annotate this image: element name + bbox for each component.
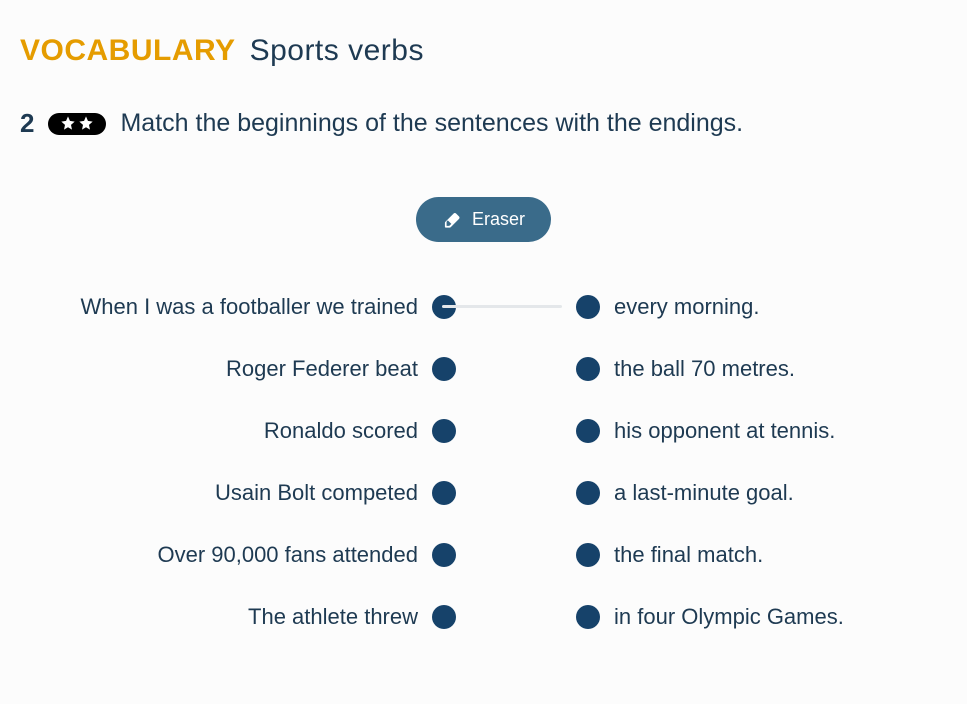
sentence-ending: in four Olympic Games. <box>600 604 947 630</box>
left-dot[interactable] <box>432 357 456 381</box>
right-dot[interactable] <box>576 481 600 505</box>
instruction-row: 2 Match the beginnings of the sentences … <box>20 108 947 139</box>
match-row: Over 90,000 fans attended the final matc… <box>20 542 947 568</box>
sentence-beginning: Ronaldo scored <box>20 418 432 444</box>
left-dot[interactable] <box>432 543 456 567</box>
match-row: Ronaldo scored his opponent at tennis. <box>20 418 947 444</box>
title-accent: VOCABULARY <box>20 34 236 68</box>
right-dot[interactable] <box>576 605 600 629</box>
exercise-page: VOCABULARY Sports verbs 2 Match the begi… <box>0 0 967 704</box>
left-dot[interactable] <box>432 481 456 505</box>
sentence-ending: the final match. <box>600 542 947 568</box>
match-area: When I was a footballer we trained every… <box>20 294 947 630</box>
sentence-beginning: Over 90,000 fans attended <box>20 542 432 568</box>
sentence-ending: the ball 70 metres. <box>600 356 947 382</box>
sentence-ending: a last-minute goal. <box>600 480 947 506</box>
left-dot[interactable] <box>432 419 456 443</box>
right-dot[interactable] <box>576 295 600 319</box>
match-row: Usain Bolt competed a last-minute goal. <box>20 480 947 506</box>
eraser-container: Eraser <box>20 197 947 242</box>
sentence-beginning: When I was a footballer we trained <box>20 294 432 320</box>
right-dot[interactable] <box>576 543 600 567</box>
star-icon <box>78 115 94 131</box>
left-dot[interactable] <box>432 605 456 629</box>
eraser-icon <box>442 210 462 230</box>
left-dot[interactable] <box>432 295 456 319</box>
question-number: 2 <box>20 108 34 139</box>
right-dot[interactable] <box>576 419 600 443</box>
eraser-label: Eraser <box>472 209 525 230</box>
sentence-beginning: Usain Bolt competed <box>20 480 432 506</box>
right-dot[interactable] <box>576 357 600 381</box>
sentence-ending: every morning. <box>600 294 947 320</box>
sentence-beginning: Roger Federer beat <box>20 356 432 382</box>
page-title: VOCABULARY Sports verbs <box>20 34 947 68</box>
instruction-text: Match the beginnings of the sentences wi… <box>120 109 743 138</box>
sentence-beginning: The athlete threw <box>20 604 432 630</box>
match-row: The athlete threw in four Olympic Games. <box>20 604 947 630</box>
title-subtitle: Sports verbs <box>250 34 424 68</box>
difficulty-badge <box>48 113 106 135</box>
match-row: When I was a footballer we trained every… <box>20 294 947 320</box>
sentence-ending: his opponent at tennis. <box>600 418 947 444</box>
eraser-button[interactable]: Eraser <box>416 197 551 242</box>
star-icon <box>60 115 76 131</box>
match-row: Roger Federer beat the ball 70 metres. <box>20 356 947 382</box>
